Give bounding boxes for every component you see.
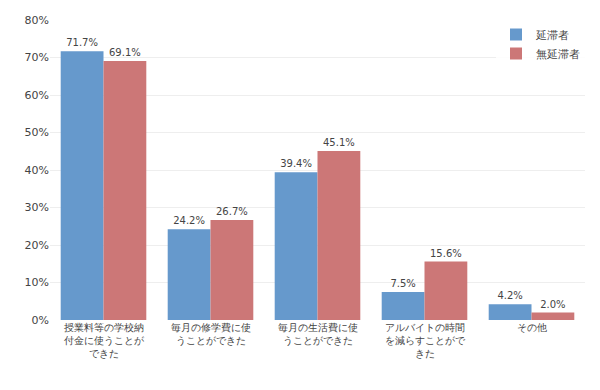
svg-text:10%: 10% <box>25 276 49 289</box>
svg-text:2.0%: 2.0% <box>540 299 565 310</box>
svg-text:26.7%: 26.7% <box>216 206 248 217</box>
svg-text:無延滞者: 無延滞者 <box>536 48 580 61</box>
svg-text:毎月の生活費に使うことができた: 毎月の生活費に使うことができた <box>278 322 358 346</box>
svg-text:0%: 0% <box>32 314 49 327</box>
svg-text:毎月の修学費に使うことができた: 毎月の修学費に使うことができた <box>171 322 251 346</box>
svg-text:40%: 40% <box>25 164 49 177</box>
svg-text:50%: 50% <box>25 126 49 139</box>
svg-text:20%: 20% <box>25 239 49 252</box>
svg-text:延滞者: 延滞者 <box>535 29 569 42</box>
svg-text:その他: その他 <box>517 322 547 333</box>
svg-text:4.2%: 4.2% <box>497 290 522 301</box>
svg-text:授業料等の学校納付金に使うことができた: 授業料等の学校納付金に使うことができた <box>64 322 145 359</box>
svg-text:45.1%: 45.1% <box>323 137 355 148</box>
svg-text:69.1%: 69.1% <box>109 47 141 58</box>
svg-text:24.2%: 24.2% <box>173 215 205 226</box>
svg-text:7.5%: 7.5% <box>390 278 415 289</box>
svg-text:71.7%: 71.7% <box>66 37 98 48</box>
svg-text:70%: 70% <box>25 51 49 64</box>
svg-text:30%: 30% <box>25 201 49 214</box>
svg-text:80%: 80% <box>25 14 49 27</box>
svg-text:15.6%: 15.6% <box>430 248 462 259</box>
svg-text:60%: 60% <box>25 89 49 102</box>
svg-text:39.4%: 39.4% <box>280 158 312 169</box>
svg-text:アルバイトの時間を減らすことができた: アルバイトの時間を減らすことができた <box>385 322 466 359</box>
